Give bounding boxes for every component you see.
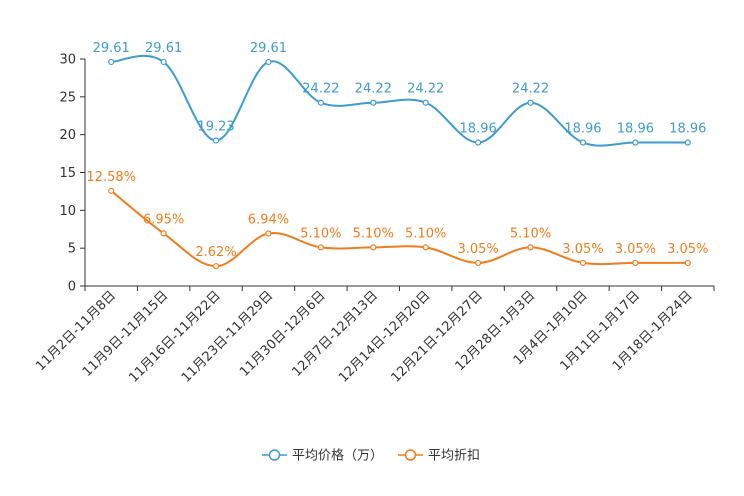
data-point-0[interactable] bbox=[265, 58, 272, 66]
data-label-1: 2.62% bbox=[195, 245, 236, 260]
data-point-0[interactable] bbox=[422, 99, 429, 106]
data-label-1: 6.94% bbox=[248, 212, 289, 227]
data-point-1[interactable] bbox=[579, 259, 587, 267]
y-tick-label: 0 bbox=[68, 280, 76, 295]
y-tick-label: 20 bbox=[59, 128, 76, 143]
data-label-0: 24.22 bbox=[512, 82, 549, 97]
data-point-0[interactable] bbox=[684, 139, 691, 146]
y-tick-label: 10 bbox=[59, 204, 76, 219]
data-point-1[interactable] bbox=[160, 230, 167, 237]
data-point-1[interactable] bbox=[317, 244, 324, 251]
data-label-1: 5.10% bbox=[300, 226, 341, 241]
data-label-1: 3.05% bbox=[667, 242, 708, 257]
y-tick-label: 30 bbox=[59, 53, 76, 68]
data-point-1[interactable] bbox=[422, 244, 429, 251]
legend-marker-icon bbox=[268, 449, 281, 461]
data-point-0[interactable] bbox=[370, 99, 377, 106]
data-label-0: 18.96 bbox=[564, 122, 601, 137]
y-tick-label: 15 bbox=[59, 166, 76, 181]
data-label-0: 29.61 bbox=[145, 41, 182, 56]
legend-label: 平均折扣 bbox=[428, 449, 480, 464]
data-point-0[interactable] bbox=[317, 99, 324, 106]
data-label-0: 29.61 bbox=[93, 41, 130, 56]
data-point-1[interactable] bbox=[684, 259, 691, 267]
data-label-1: 12.58% bbox=[86, 170, 136, 185]
data-label-1: 6.95% bbox=[143, 212, 184, 227]
data-point-1[interactable] bbox=[265, 230, 272, 237]
x-tick-label: 11月23日-11月29日 bbox=[179, 288, 276, 385]
data-label-0: 24.22 bbox=[407, 82, 444, 97]
data-point-0[interactable] bbox=[160, 58, 167, 66]
legend-marker-icon bbox=[404, 449, 417, 461]
y-tick-label: 25 bbox=[59, 90, 76, 105]
data-point-0[interactable] bbox=[527, 99, 534, 106]
data-point-1[interactable] bbox=[632, 259, 639, 267]
data-point-1[interactable] bbox=[527, 244, 534, 251]
legend-item-0[interactable]: 平均价格（万） bbox=[262, 448, 383, 464]
data-label-0: 18.96 bbox=[669, 122, 706, 137]
data-label-0: 29.61 bbox=[250, 41, 287, 56]
data-label-0: 19.23 bbox=[197, 119, 234, 134]
data-point-1[interactable] bbox=[370, 244, 377, 251]
data-label-1: 5.10% bbox=[353, 226, 394, 241]
data-point-1[interactable] bbox=[108, 187, 115, 194]
x-tick-label: 12月21日-12月27日 bbox=[388, 288, 485, 385]
y-tick-label: 5 bbox=[68, 242, 76, 257]
data-point-0[interactable] bbox=[212, 137, 220, 144]
data-label-1: 3.05% bbox=[562, 242, 603, 257]
data-point-0[interactable] bbox=[475, 139, 482, 146]
x-tick-label: 11月16日-11月22日 bbox=[126, 288, 223, 385]
data-label-0: 18.96 bbox=[460, 122, 497, 137]
series-layer: 29.61 29.61 19.23 29.61 24.22 24.22 24.22 18.96… bbox=[86, 41, 708, 270]
data-label-0: 18.96 bbox=[617, 122, 654, 137]
data-point-0[interactable] bbox=[108, 58, 115, 66]
data-label-1: 5.10% bbox=[405, 226, 446, 241]
data-point-1[interactable] bbox=[475, 259, 482, 267]
data-label-1: 3.05% bbox=[457, 242, 498, 257]
data-point-1[interactable] bbox=[212, 263, 220, 270]
x-tick-label: 12月14日-12月20日 bbox=[336, 288, 433, 385]
legend-item-1[interactable]: 平均折扣 bbox=[398, 449, 480, 464]
data-point-0[interactable] bbox=[579, 139, 587, 146]
data-point-0[interactable] bbox=[632, 139, 639, 146]
data-label-1: 3.05% bbox=[615, 242, 656, 257]
data-label-1: 5.10% bbox=[510, 226, 551, 241]
data-label-0: 24.22 bbox=[302, 82, 339, 97]
data-label-0: 24.22 bbox=[355, 82, 392, 97]
chart-legend[interactable]: 平均价格（万） 平均折扣 bbox=[262, 448, 480, 464]
legend-label: 平均价格（万） bbox=[292, 448, 383, 464]
